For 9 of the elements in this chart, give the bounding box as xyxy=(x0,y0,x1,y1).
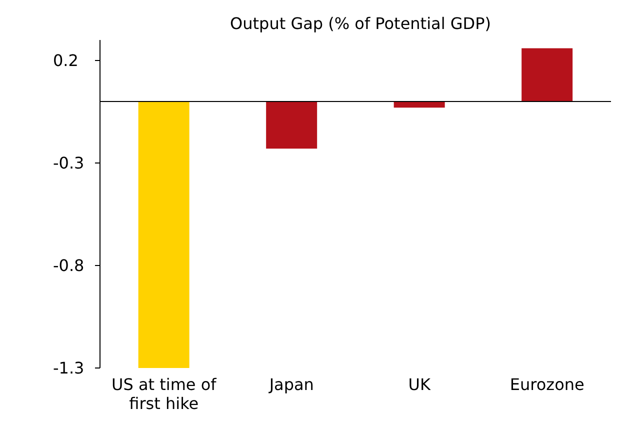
x-tick-label: US at time of first hike xyxy=(111,375,217,413)
chart-title: Output Gap (% of Potential GDP) xyxy=(229,14,492,33)
y-tick-label: -0.8 xyxy=(53,256,84,276)
y-tick-label: -1.3 xyxy=(53,358,84,378)
y-tick-label: 0.2 xyxy=(53,51,78,70)
x-tick-label: Eurozone xyxy=(510,375,584,394)
x-tick-label: Japan xyxy=(268,375,314,394)
x-tick-label: UK xyxy=(408,375,431,394)
y-tick-label: -0.3 xyxy=(53,154,84,173)
